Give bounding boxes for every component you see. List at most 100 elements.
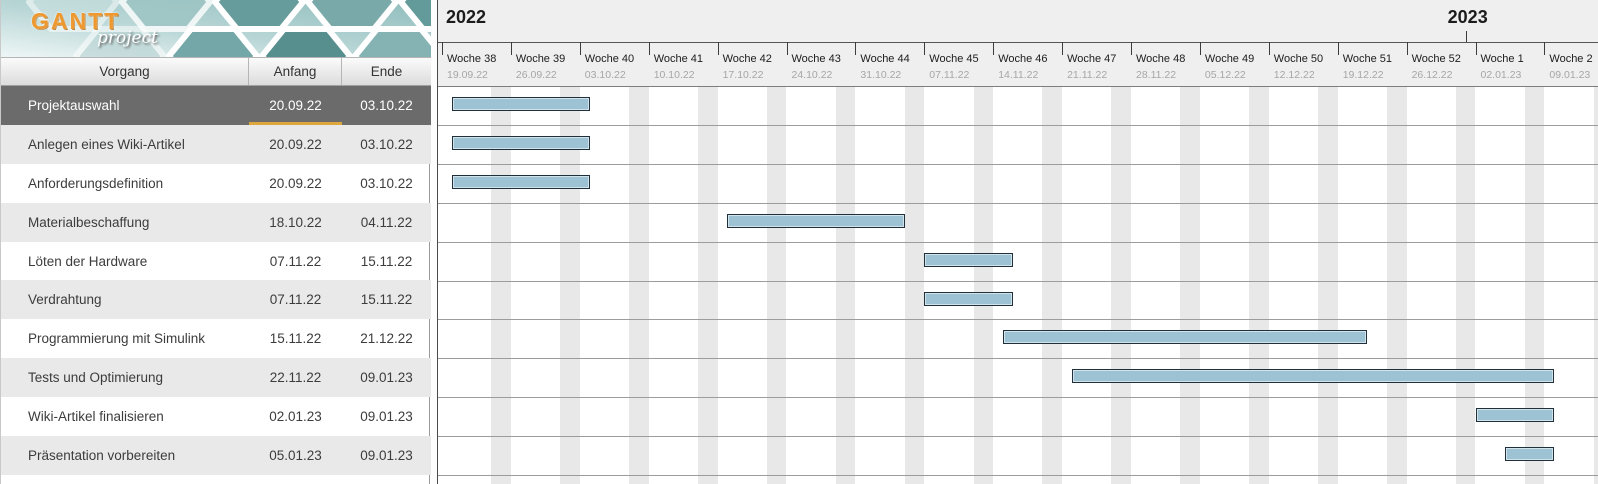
- gantt-bar[interactable]: [451, 135, 590, 150]
- week-label: Woche 42: [722, 53, 772, 65]
- week-label: Woche 46: [998, 53, 1048, 65]
- table-row[interactable]: Verdrahtung 07.11.22 15.11.22: [1, 280, 431, 320]
- week-start-date: 19.12.22: [1342, 69, 1384, 81]
- weekend-stripe: [835, 86, 856, 484]
- chart-row-line: [438, 397, 1598, 399]
- chart-row-line: [438, 436, 1598, 438]
- task-name-cell[interactable]: Anlegen eines Wiki-Artikel: [28, 136, 185, 152]
- gantt-bar[interactable]: [924, 252, 1013, 267]
- end-date-cell[interactable]: 09.01.23: [360, 370, 413, 386]
- weekend-stripe: [1042, 86, 1063, 484]
- start-date-cell[interactable]: 22.11.22: [269, 370, 322, 386]
- start-date-cell[interactable]: 20.09.22: [269, 175, 322, 191]
- week-tick: [510, 42, 512, 55]
- gantt-bar[interactable]: [1475, 408, 1555, 423]
- week-start-date: 12.12.22: [1273, 69, 1315, 81]
- chart-row-line: [438, 280, 1598, 282]
- selected-cell-underline: [249, 121, 342, 125]
- task-name-cell[interactable]: Löten der Hardware: [28, 253, 148, 269]
- gantt-bar[interactable]: [924, 291, 1013, 306]
- gantt-bar[interactable]: [1003, 330, 1368, 345]
- table-row[interactable]: Programmierung mit Simulink 15.11.22 21.12…: [1, 319, 431, 358]
- start-date-cell[interactable]: 07.11.22: [269, 292, 322, 308]
- week-start-date: 31.10.22: [860, 69, 902, 81]
- week-tick: [855, 42, 857, 55]
- table-row[interactable]: Anforderungsdefinition 20.09.22 03.10.22: [1, 164, 431, 203]
- start-date-cell[interactable]: 05.01.23: [269, 447, 322, 463]
- table-row[interactable]: Präsentation vorbereiten 05.01.23 09.01.23: [1, 436, 431, 475]
- task-name-cell[interactable]: Materialbeschaffung: [28, 214, 150, 230]
- gantt-bar[interactable]: [451, 174, 590, 189]
- gantt-bar[interactable]: [1505, 447, 1555, 462]
- end-date-cell[interactable]: 03.10.22: [360, 136, 413, 152]
- table-row[interactable]: Materialbeschaffung 18.10.22 04.11.22: [1, 202, 431, 242]
- end-date-cell[interactable]: 09.01.23: [360, 409, 413, 425]
- task-name-cell[interactable]: Verdrahtung: [28, 292, 102, 308]
- gantt-bar[interactable]: [1071, 369, 1555, 384]
- panel-splitter[interactable]: [431, 0, 437, 484]
- end-date-cell[interactable]: 03.10.22: [360, 175, 413, 191]
- task-name-cell[interactable]: Tests und Optimierung: [28, 370, 164, 386]
- chart-row-line: [438, 86, 1598, 87]
- chart-row-line: [438, 202, 1598, 204]
- start-date-cell[interactable]: 02.01.23: [269, 409, 322, 425]
- table-row[interactable]: Wiki-Artikel finalisieren 02.01.23 09.01.2…: [1, 397, 431, 436]
- timescale-divider-line: [438, 42, 1598, 43]
- week-tick: [786, 42, 788, 55]
- start-date-cell[interactable]: 15.11.22: [269, 331, 322, 347]
- table-row[interactable]: Löten der Hardware 07.11.22 15.11.22: [1, 242, 431, 281]
- end-date-cell[interactable]: 09.01.23: [360, 447, 413, 463]
- weekend-stripe: [1318, 86, 1338, 484]
- logo-banner: GANTT project: [1, 0, 431, 57]
- week-label: Woche 51: [1342, 53, 1393, 65]
- weekend-stripe: [1180, 86, 1200, 484]
- week-tick: [442, 42, 443, 55]
- end-date-cell[interactable]: 15.11.22: [360, 292, 413, 308]
- gantt-chart-area: [438, 0, 1598, 484]
- column-header-task[interactable]: Vorgang: [1, 58, 249, 85]
- week-start-date: 17.10.22: [722, 69, 764, 81]
- week-start-date: 02.01.23: [1480, 69, 1522, 81]
- gantt-bar[interactable]: [451, 97, 590, 111]
- weekend-stripe: [1455, 86, 1476, 484]
- start-date-cell[interactable]: 20.09.22: [269, 136, 322, 152]
- week-label: Woche 39: [515, 53, 566, 65]
- end-date-cell[interactable]: 21.12.22: [360, 331, 413, 347]
- column-header-start[interactable]: Anfang: [249, 58, 342, 85]
- weekend-stripe: [1593, 86, 1598, 484]
- end-date-cell[interactable]: 03.10.22: [360, 97, 413, 113]
- hexagon-pattern: [1, 0, 431, 57]
- end-date-cell[interactable]: 15.11.22: [360, 253, 413, 269]
- chart-row-line: [438, 241, 1598, 243]
- start-date-cell[interactable]: 20.09.22: [269, 97, 322, 113]
- week-label: Woche 50: [1273, 53, 1324, 65]
- chart-row-line: [438, 358, 1598, 360]
- week-start-date: 24.10.22: [791, 69, 833, 81]
- start-date-cell[interactable]: 18.10.22: [269, 214, 322, 230]
- table-row[interactable]: Tests und Optimierung 22.11.22 09.01.23: [1, 358, 431, 398]
- task-name-cell[interactable]: Projektauswahl: [28, 97, 120, 113]
- logo-project-text: project: [97, 28, 158, 48]
- week-start-date: 07.11.22: [929, 69, 970, 81]
- start-date-cell[interactable]: 07.11.22: [269, 253, 322, 269]
- week-tick: [648, 42, 650, 55]
- weekend-stripe: [629, 86, 649, 484]
- week-tick: [993, 42, 995, 55]
- task-name-cell[interactable]: Präsentation vorbereiten: [28, 447, 176, 463]
- weekend-stripe: [1524, 86, 1545, 484]
- column-header-end[interactable]: Ende: [370, 64, 403, 79]
- task-name-cell[interactable]: Programmierung mit Simulink: [28, 331, 206, 347]
- task-name-cell[interactable]: Wiki-Artikel finalisieren: [28, 409, 164, 425]
- week-start-date: 19.09.22: [447, 69, 488, 81]
- table-row[interactable]: Anlegen eines Wiki-Artikel 20.09.22 03.10.…: [1, 124, 431, 164]
- weekend-stripe: [904, 86, 925, 484]
- week-tick: [1268, 42, 1270, 55]
- week-tick: [1131, 42, 1132, 55]
- task-name-cell[interactable]: Anforderungsdefinition: [28, 175, 164, 191]
- gantt-bar[interactable]: [727, 213, 905, 228]
- end-date-cell[interactable]: 04.11.22: [360, 214, 413, 230]
- chart-row-line: [438, 124, 1598, 126]
- year-label: 2022: [446, 7, 487, 27]
- table-row[interactable]: Projektauswahl 20.09.22 03.10.22: [1, 86, 431, 125]
